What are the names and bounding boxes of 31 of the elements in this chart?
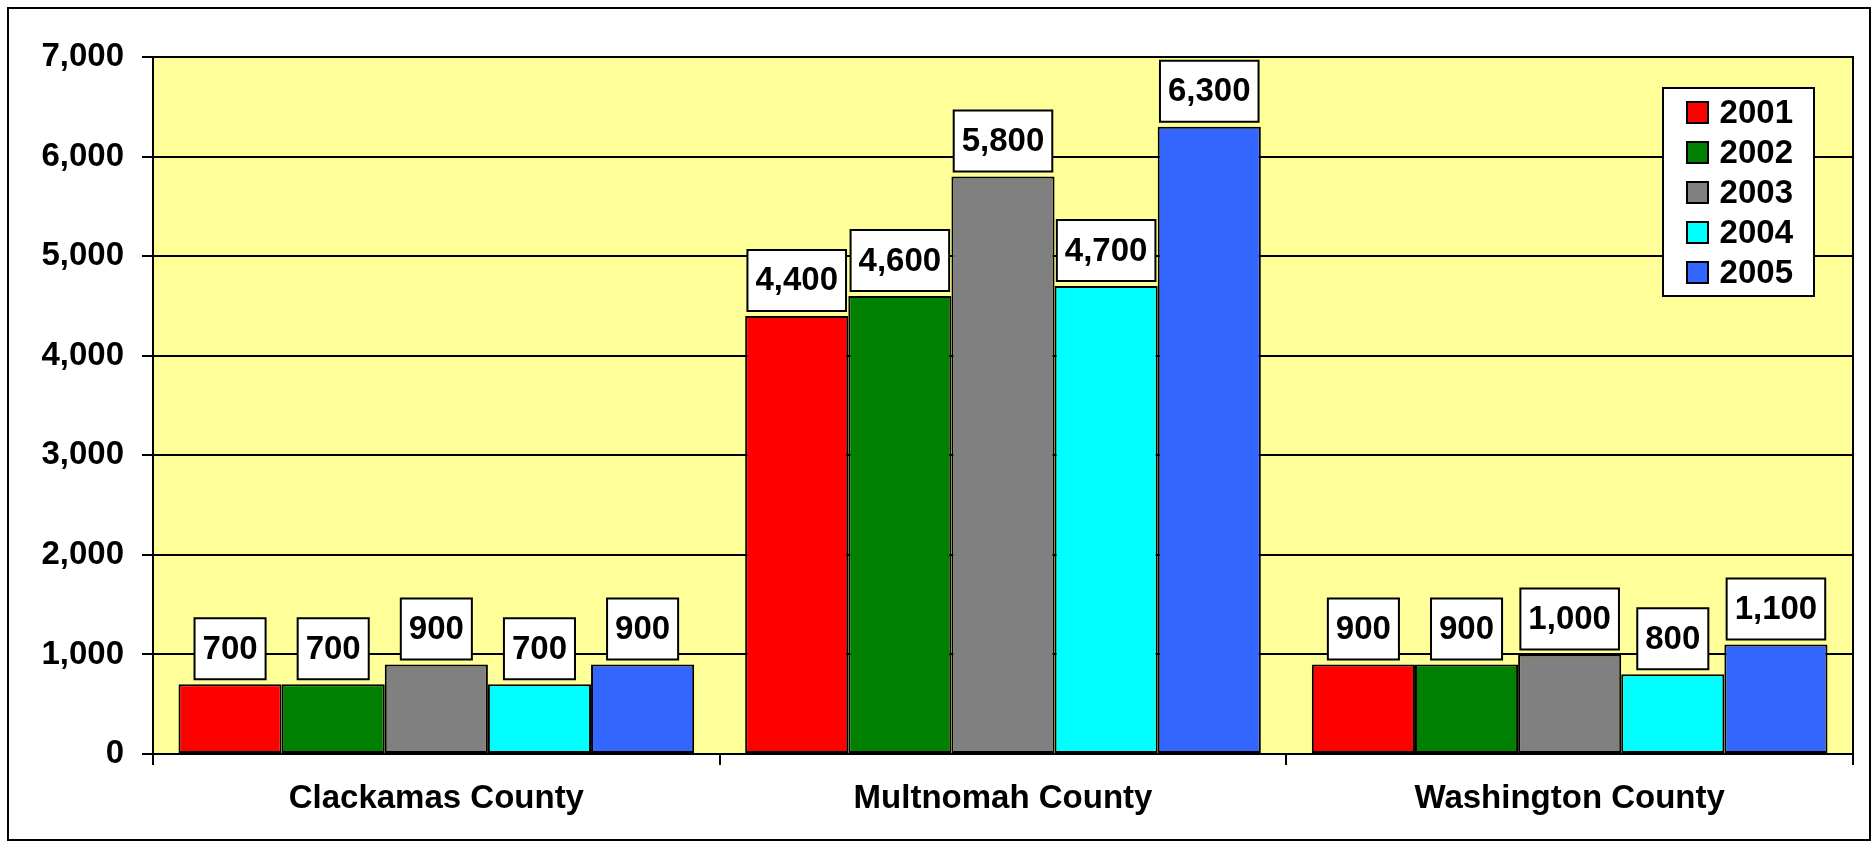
data-label: 900 [1439, 608, 1495, 646]
legend-label: 2005 [1719, 253, 1793, 291]
data-label: 6,300 [1167, 71, 1251, 109]
data-label: 800 [1645, 618, 1701, 656]
legend-label: 2003 [1719, 173, 1793, 211]
y-tick-label: 4,000 [41, 334, 124, 372]
data-label: 700 [511, 628, 567, 666]
data-label: 5,800 [961, 121, 1045, 159]
legend-label: 2002 [1719, 133, 1793, 171]
data-label: 1,100 [1734, 589, 1818, 627]
data-label: 4,600 [858, 240, 942, 278]
data-label: 1,000 [1528, 599, 1611, 637]
data-label: 900 [615, 608, 671, 646]
data-label: 4,700 [1064, 230, 1148, 268]
data-label: 700 [305, 628, 361, 666]
y-tick-label: 6,000 [41, 135, 124, 173]
y-tick-label: 7,000 [41, 36, 124, 74]
data-label: 4,400 [755, 260, 839, 298]
x-tick-label: Clackamas County [288, 777, 585, 815]
y-tick-label: 2,000 [41, 533, 124, 571]
y-tick-label: 3,000 [41, 434, 124, 472]
y-tick-label: 0 [105, 733, 124, 771]
x-tick-label: Multnomah County [853, 777, 1154, 815]
data-label: 900 [1335, 608, 1391, 646]
legend-label: 2004 [1719, 213, 1793, 251]
data-label: 700 [202, 628, 258, 666]
legend-label: 2001 [1719, 93, 1793, 131]
data-label: 900 [408, 608, 464, 646]
x-tick-label: Washington County [1414, 777, 1726, 815]
y-tick-label: 1,000 [41, 633, 124, 671]
y-tick-label: 5,000 [41, 235, 124, 273]
